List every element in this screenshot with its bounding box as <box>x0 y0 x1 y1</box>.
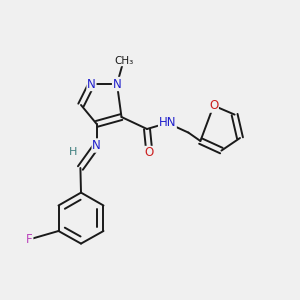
Text: O: O <box>145 146 154 160</box>
Text: CH₃: CH₃ <box>114 56 133 66</box>
Text: H: H <box>69 147 78 158</box>
Text: HN: HN <box>159 116 176 130</box>
Text: O: O <box>209 99 218 112</box>
Text: N: N <box>92 139 101 152</box>
Text: N: N <box>87 77 96 91</box>
Text: N: N <box>112 77 122 91</box>
Text: F: F <box>26 233 33 246</box>
